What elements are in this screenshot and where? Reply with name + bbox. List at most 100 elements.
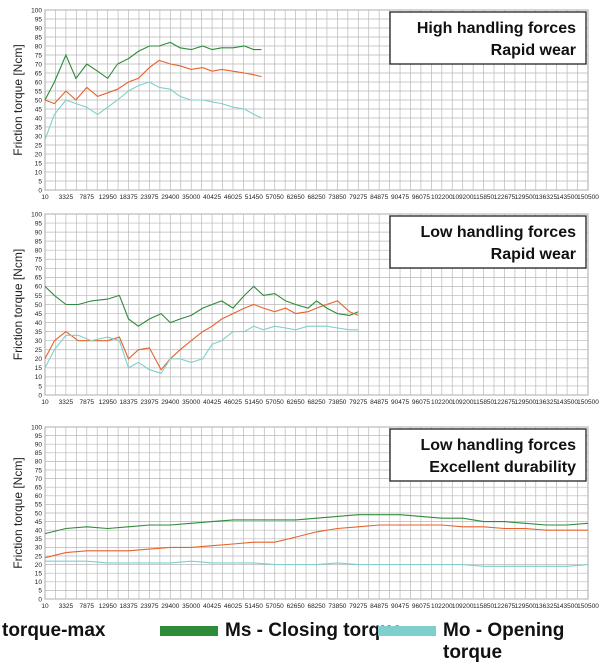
y-tick-label: 45 bbox=[35, 311, 43, 318]
legend: torque-max Ms - Closing torque Mo - Open… bbox=[0, 618, 601, 663]
series-line-opening bbox=[44, 81, 262, 140]
x-tick-label: 150500 bbox=[577, 399, 599, 406]
y-tick-label: 35 bbox=[35, 124, 43, 131]
x-tick-label: 84875 bbox=[370, 399, 388, 406]
x-tick-label: 57050 bbox=[266, 194, 284, 201]
x-tick-label: 79275 bbox=[349, 603, 367, 610]
x-tick-label: 150500 bbox=[577, 603, 599, 610]
x-tick-label: 62650 bbox=[287, 603, 305, 610]
y-tick-label: 15 bbox=[35, 571, 43, 578]
y-tick-label: 55 bbox=[35, 88, 43, 95]
x-tick-label: 35000 bbox=[182, 603, 200, 610]
y-tick-label: 50 bbox=[35, 97, 43, 104]
x-tick-label: 12950 bbox=[99, 603, 117, 610]
chart-panel-3: 0510152025303540455055606570758085909510… bbox=[11, 424, 599, 610]
y-tick-label: 85 bbox=[35, 238, 43, 245]
y-tick-label: 10 bbox=[35, 579, 43, 586]
x-tick-label: 57050 bbox=[266, 603, 284, 610]
y-tick-label: 80 bbox=[35, 459, 43, 466]
y-tick-label: 35 bbox=[35, 329, 43, 336]
legend-swatch-closing bbox=[160, 626, 218, 636]
y-axis-label: Friction torque [Ncm] bbox=[11, 457, 25, 568]
annotation-line: Rapid wear bbox=[491, 42, 576, 59]
y-tick-label: 5 bbox=[38, 588, 42, 595]
y-tick-label: 95 bbox=[35, 433, 43, 440]
y-tick-label: 40 bbox=[35, 528, 43, 535]
annotation-line: Rapid wear bbox=[491, 246, 576, 263]
x-tick-label: 90475 bbox=[391, 603, 409, 610]
x-tick-label: 29400 bbox=[161, 194, 179, 201]
y-tick-label: 65 bbox=[35, 485, 43, 492]
y-tick-label: 60 bbox=[35, 79, 43, 86]
y-tick-label: 55 bbox=[35, 502, 43, 509]
y-tick-label: 80 bbox=[35, 248, 43, 255]
charts-container: 0510152025303540455055606570758085909510… bbox=[11, 7, 599, 610]
y-axis-label: Friction torque [Ncm] bbox=[11, 44, 25, 155]
chart-panel-2: 0 5 10 15 20 25 30 35 40 45 50 55 60 65 70 75 80 85 90 95 10… bbox=[11, 211, 599, 406]
series-line-closing bbox=[44, 41, 262, 101]
x-tick-label: 73850 bbox=[328, 399, 346, 406]
chart-panel-1: 0 5 10 15 20 25 30 35 40 45 50 55 60 65 70 75 80 85 90 95 10… bbox=[11, 7, 599, 201]
x-tick-label: 84875 bbox=[370, 194, 388, 201]
y-tick-label: 85 bbox=[35, 34, 43, 41]
y-tick-label: 30 bbox=[35, 133, 43, 140]
y-tick-label: 80 bbox=[35, 43, 43, 50]
x-tick-label: 150500 bbox=[577, 194, 599, 201]
y-tick-label: 25 bbox=[35, 142, 43, 149]
x-tick-label: 136325 bbox=[535, 194, 557, 201]
y-tick-label: 0 bbox=[38, 596, 42, 603]
x-tick-label: 96075 bbox=[412, 194, 430, 201]
x-tick-label: 68250 bbox=[307, 603, 325, 610]
x-tick-label: 3325 bbox=[59, 399, 74, 406]
y-tick-label: 60 bbox=[35, 284, 43, 291]
x-tick-label: 3325 bbox=[59, 603, 74, 610]
x-tick-label: 122675 bbox=[494, 399, 516, 406]
x-tick-label: 23975 bbox=[140, 194, 158, 201]
x-tick-label: 23975 bbox=[140, 603, 158, 610]
y-tick-label: 100 bbox=[31, 7, 42, 14]
y-tick-label: 60 bbox=[35, 493, 43, 500]
y-tick-label: 90 bbox=[35, 25, 43, 32]
y-tick-label: 15 bbox=[35, 160, 43, 167]
x-tick-label: 10 bbox=[41, 399, 49, 406]
y-tick-label: 25 bbox=[35, 553, 43, 560]
y-tick-label: 55 bbox=[35, 293, 43, 300]
x-tick-label: 18375 bbox=[119, 399, 137, 406]
x-tick-label: 51450 bbox=[245, 603, 263, 610]
y-tick-label: 85 bbox=[35, 450, 43, 457]
x-tick-label: 18375 bbox=[119, 603, 137, 610]
series-line-closing bbox=[44, 285, 359, 327]
y-tick-label: 45 bbox=[35, 519, 43, 526]
x-tick-label: 51450 bbox=[245, 399, 263, 406]
y-tick-label: 10 bbox=[35, 374, 43, 381]
x-tick-label: 136325 bbox=[535, 399, 557, 406]
x-tick-label: 62650 bbox=[287, 194, 305, 201]
annotation-line: Excellent durability bbox=[429, 459, 576, 476]
x-tick-label: 109200 bbox=[452, 194, 474, 201]
x-tick-label: 40425 bbox=[203, 194, 221, 201]
y-tick-label: 5 bbox=[38, 178, 42, 185]
legend-label-opening: Mo - Opening torque bbox=[443, 620, 565, 663]
x-tick-label: 62650 bbox=[287, 399, 305, 406]
y-tick-label: 30 bbox=[35, 545, 43, 552]
y-tick-label: 70 bbox=[35, 476, 43, 483]
x-tick-label: 12950 bbox=[99, 399, 117, 406]
x-tick-label: 73850 bbox=[328, 194, 346, 201]
series-line-opening bbox=[44, 325, 359, 374]
x-tick-label: 7875 bbox=[80, 194, 95, 201]
legend-swatch-opening bbox=[378, 626, 436, 636]
y-tick-label: 50 bbox=[35, 302, 43, 309]
y-tick-label: 20 bbox=[35, 562, 43, 569]
y-tick-label: 95 bbox=[35, 16, 43, 23]
x-tick-label: 46025 bbox=[224, 399, 242, 406]
y-tick-label: 100 bbox=[31, 211, 42, 218]
x-tick-label: 7875 bbox=[80, 399, 95, 406]
x-tick-label: 68250 bbox=[307, 194, 325, 201]
y-tick-label: 15 bbox=[35, 365, 43, 372]
annotation-box bbox=[389, 215, 587, 269]
x-tick-label: 3325 bbox=[59, 194, 74, 201]
x-tick-label: 35000 bbox=[182, 194, 200, 201]
y-axis-label: Friction torque [Ncm] bbox=[11, 249, 25, 360]
x-tick-label: 84875 bbox=[370, 603, 388, 610]
x-tick-label: 79275 bbox=[349, 399, 367, 406]
